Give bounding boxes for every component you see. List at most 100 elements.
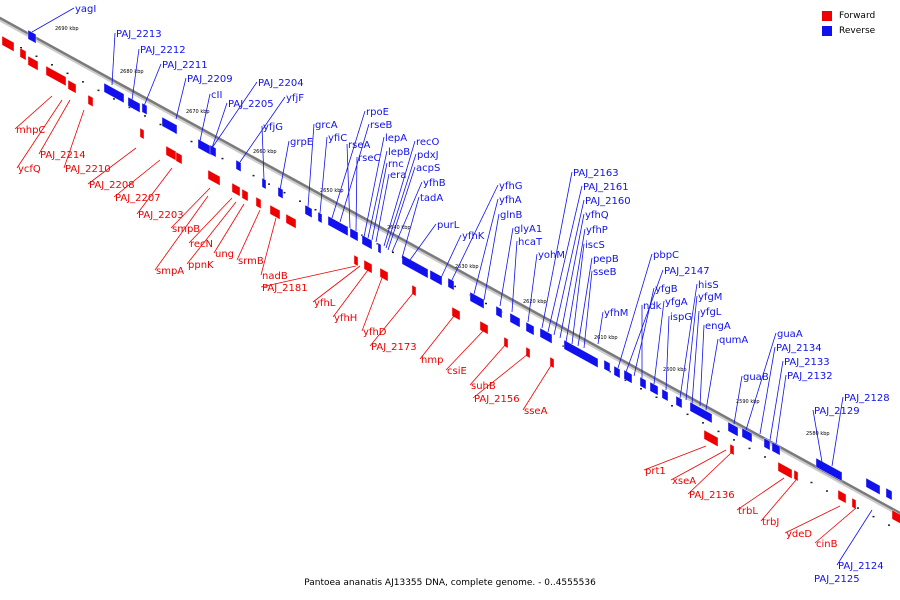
gene-leader-line <box>670 449 727 481</box>
forward-gene-block <box>451 306 461 321</box>
reverse-gene-block <box>277 186 284 200</box>
gene-label: PAJ_2205 <box>228 99 274 110</box>
track-dot <box>640 388 642 390</box>
reverse-swatch <box>822 25 832 36</box>
gene-label: xseA <box>672 476 696 487</box>
gene-leader-line <box>439 234 462 281</box>
gene-leader-line <box>186 201 237 265</box>
forward-gene-block <box>851 497 857 510</box>
gene-label: PAJ_2160 <box>585 196 631 207</box>
forward-gene-block <box>363 259 373 274</box>
reverse-gene-block <box>539 327 553 344</box>
gene-label: cII <box>211 90 222 101</box>
forward-gene-block <box>241 188 249 202</box>
track-dot <box>252 174 255 177</box>
track-dot <box>190 140 193 143</box>
track-dot <box>221 157 224 160</box>
reverse-gene-block <box>127 96 141 113</box>
gene-label: lepA <box>385 133 407 144</box>
gene-leader-line <box>369 291 415 347</box>
reverse-gene-block <box>649 381 659 396</box>
kbp-tick-label: 2620 kbp <box>523 299 547 305</box>
forward-gene-block <box>703 429 719 448</box>
gene-label: grcA <box>315 120 338 131</box>
reverse-gene-block <box>563 339 599 369</box>
gene-leader-line <box>784 505 841 534</box>
gene-labels: yagI PAJ_2213 PAJ_2212 PAJ_2211 PAJ_2209 cII P… <box>14 4 890 585</box>
gene-label: ycfQ <box>18 164 41 175</box>
reverse-gene-block <box>469 291 485 310</box>
gene-leader-line <box>307 123 315 208</box>
forward-gene-block <box>67 79 77 94</box>
reverse-gene-block <box>27 29 37 44</box>
gene-label: PAJ_2163 <box>573 168 619 179</box>
gene-leader-line <box>63 109 85 169</box>
gene-label: recN <box>190 239 213 250</box>
track-dot <box>826 490 828 492</box>
reverse-gene-block <box>141 102 148 116</box>
gene-leader-line <box>565 228 586 343</box>
gene-leader-line <box>541 171 573 329</box>
gene-label: PAJ_2209 <box>187 74 233 85</box>
gene-label: PAJ_2125 <box>814 574 860 585</box>
gene-label: PAJ_2124 <box>838 561 884 572</box>
forward-gene-block <box>175 151 183 165</box>
reverse-gene-block <box>304 204 313 219</box>
gene-leader-line <box>571 243 585 345</box>
gene-label: yfhH <box>334 313 357 324</box>
gene-leader-line <box>449 184 499 285</box>
gene-leader-line <box>260 265 357 288</box>
legend-reverse-label: Reverse <box>839 25 876 36</box>
gene-leader-line <box>16 99 63 169</box>
gene-label: trbJ <box>762 517 779 528</box>
reverse-gene-block <box>361 234 373 250</box>
gene-leader-line <box>775 374 787 445</box>
gene-leader-line <box>261 125 265 181</box>
track-dot <box>454 285 456 288</box>
gene-label: yfhD <box>363 327 387 338</box>
gene-label: yfhL <box>314 298 336 309</box>
track-dot <box>299 200 301 202</box>
reverse-gene-block <box>639 376 647 390</box>
gene-leader-line <box>279 140 290 191</box>
gene-leader-line <box>625 269 664 373</box>
gene-label: hisS <box>698 280 719 291</box>
forward-gene-block <box>285 213 297 229</box>
reverse-gene-block <box>815 457 843 482</box>
reverse-gene-block <box>429 269 443 286</box>
gene-label: srmB <box>238 256 264 267</box>
gene-label: iscS <box>585 240 605 251</box>
gene-leader-line <box>685 295 698 401</box>
gene-label: era <box>390 170 406 181</box>
forward-gene-block <box>777 461 793 480</box>
reverse-gene-block <box>235 159 242 173</box>
gene-label: PAJ_2203 <box>138 210 184 221</box>
gene-label: PAJ_2214 <box>40 150 86 161</box>
legend-reverse: Reverse <box>822 23 892 38</box>
gene-label: ydeD <box>786 529 812 540</box>
forward-gene-block <box>27 55 39 71</box>
track-dot <box>671 405 673 407</box>
track-dot <box>283 191 286 194</box>
reverse-gene-block <box>161 116 178 135</box>
gene-leader-line <box>769 360 784 441</box>
gene-label: mhpC <box>16 125 45 136</box>
kbp-tick-label: 2690 kbp <box>55 26 79 32</box>
gene-label: rseA <box>348 140 370 151</box>
gene-leader-line <box>170 187 211 229</box>
gene-leader-line <box>759 346 776 435</box>
reverse-gene-block <box>209 144 217 158</box>
gene-leader-line <box>38 99 71 155</box>
gene-label: csiE <box>447 366 467 377</box>
kbp-tick-label: 2600 kbp <box>663 367 687 373</box>
forward-gene-block <box>87 94 94 108</box>
gene-label: yfhA <box>499 195 522 206</box>
gene-leader-line <box>643 445 707 471</box>
track-dot <box>733 439 735 441</box>
forward-gene-block <box>207 169 221 186</box>
track-dot <box>268 183 270 185</box>
gene-leader-line <box>836 509 873 566</box>
gene-leader-line <box>409 223 437 261</box>
gene-leader-line <box>472 353 529 399</box>
forward-gene-block <box>837 489 847 504</box>
